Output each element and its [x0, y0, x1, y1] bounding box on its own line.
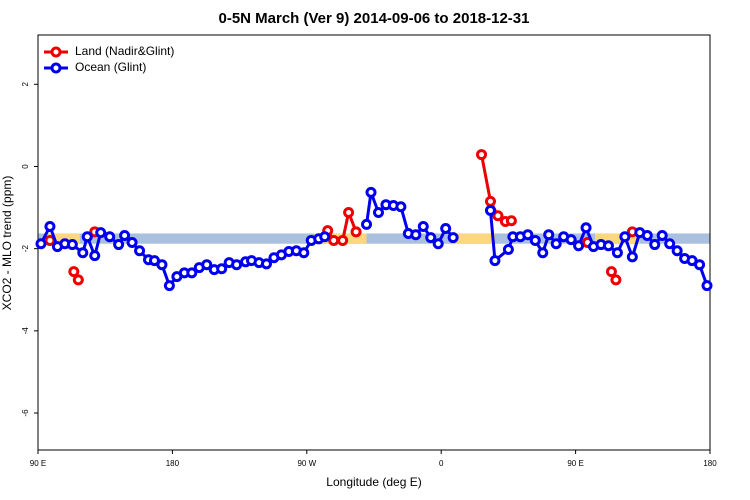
- data-point: [35, 238, 47, 250]
- data-point: [417, 220, 429, 232]
- data-point: [298, 247, 310, 259]
- data-point: [77, 247, 89, 259]
- data-point: [113, 239, 125, 251]
- data-point: [343, 207, 355, 219]
- data-point: [126, 237, 138, 248]
- x-tick-label: 90 E: [567, 459, 583, 468]
- legend-marker: [50, 62, 62, 74]
- y-tick-label: 2: [21, 82, 30, 87]
- x-tick-label: 90 W: [297, 459, 316, 468]
- land-span: [595, 233, 640, 244]
- data-point: [522, 229, 534, 241]
- data-point: [72, 274, 84, 286]
- data-point: [664, 238, 676, 250]
- x-tick-label: 90 E: [30, 459, 46, 468]
- data-point: [425, 232, 437, 244]
- data-point: [543, 229, 555, 241]
- data-point: [550, 238, 562, 250]
- data-point: [649, 239, 661, 251]
- data-point: [328, 234, 340, 246]
- data-point: [68, 266, 80, 278]
- legend-marker: [50, 46, 62, 58]
- data-point: [619, 231, 631, 243]
- data-point: [361, 218, 373, 230]
- data-point: [89, 250, 101, 262]
- data-point: [134, 245, 146, 257]
- data-point: [573, 240, 585, 252]
- data-point: [319, 231, 331, 243]
- data-point: [260, 258, 272, 270]
- x-axis-label: Longitude (deg E): [326, 475, 421, 489]
- data-point: [201, 259, 213, 271]
- data-point: [395, 201, 407, 213]
- x-tick-label: 180: [166, 459, 180, 468]
- data-point: [186, 267, 198, 279]
- reference-band: [38, 233, 710, 244]
- y-tick-label: 0: [21, 164, 30, 169]
- data-point: [605, 266, 617, 278]
- data-point: [484, 195, 496, 207]
- data-point: [694, 259, 706, 271]
- legend-label: Ocean (Glint): [75, 60, 146, 74]
- data-point: [641, 230, 653, 242]
- data-point: [81, 231, 93, 243]
- data-point: [476, 149, 488, 161]
- land-span: [45, 233, 80, 244]
- chart-title: 0-5N March (Ver 9) 2014-09-06 to 2018-12…: [218, 10, 529, 27]
- x-tick-label: 0: [439, 459, 444, 468]
- data-point: [163, 280, 175, 292]
- data-point: [156, 259, 168, 271]
- data-point: [565, 234, 577, 246]
- y-axis-label: XCO2 - MLO trend (ppm): [0, 176, 14, 311]
- data-point: [447, 232, 459, 244]
- data-point: [537, 247, 549, 259]
- data-point: [489, 255, 501, 267]
- data-point: [602, 240, 614, 252]
- data-point: [44, 220, 56, 232]
- data-point: [231, 259, 243, 271]
- data-point: [410, 229, 422, 241]
- data-point: [95, 227, 107, 239]
- data-point: [484, 204, 496, 216]
- data-point: [626, 251, 638, 263]
- data-point: [104, 231, 116, 243]
- data-point: [492, 210, 504, 222]
- x-tick-label: 180: [703, 459, 717, 468]
- data-point: [440, 223, 452, 235]
- data-point: [671, 245, 683, 257]
- data-point: [372, 207, 384, 219]
- legend-label: Land (Nadir&Glint): [75, 44, 174, 58]
- data-point: [119, 230, 131, 242]
- y-tick-label: -6: [21, 409, 30, 417]
- data-point: [529, 234, 541, 246]
- data-point: [656, 230, 668, 242]
- data-point: [505, 215, 517, 227]
- data-point: [365, 186, 377, 198]
- data-point: [337, 234, 349, 246]
- data-point: [216, 263, 228, 275]
- data-point: [502, 243, 514, 255]
- land-span: [454, 233, 495, 244]
- data-point: [432, 238, 444, 250]
- y-tick-label: -2: [21, 245, 30, 253]
- y-tick-label: -4: [21, 327, 30, 335]
- data-point: [610, 274, 622, 286]
- data-point: [611, 247, 623, 259]
- data-point: [350, 226, 362, 238]
- data-point: [701, 280, 713, 292]
- data-point: [580, 222, 592, 234]
- data-point: [66, 239, 78, 251]
